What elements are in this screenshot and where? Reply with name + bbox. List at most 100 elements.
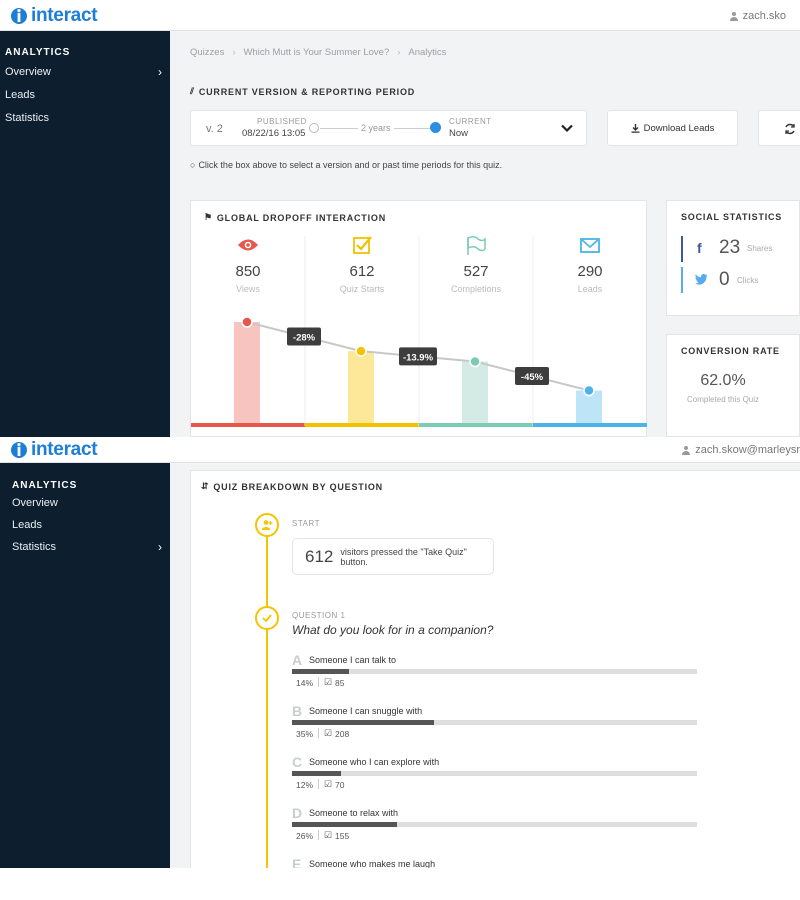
answer-row: D Someone to relax with 26% ☑ 155 bbox=[292, 805, 712, 851]
user-icon bbox=[682, 445, 691, 455]
stat-value: 850 bbox=[235, 263, 260, 280]
analytics-statistics-screenshot: interact zach.skow@marleysr ANALYTICS Ov… bbox=[0, 437, 800, 868]
chevron-down-icon[interactable] bbox=[561, 124, 573, 133]
answer-percent: 26% bbox=[296, 831, 314, 841]
quiz-breakdown-title: ⇵ QUIZ BREAKDOWN BY QUESTION bbox=[201, 481, 383, 492]
answer-letter: C bbox=[292, 754, 303, 770]
conversion-rate-title: CONVERSION RATE bbox=[681, 346, 780, 356]
eye-icon bbox=[238, 239, 258, 251]
answer-divider bbox=[318, 677, 319, 687]
start-label: START bbox=[292, 519, 320, 528]
twitter-icon bbox=[695, 274, 708, 285]
sidebar-item-leads[interactable]: Leads bbox=[12, 519, 42, 531]
answer-count: 70 bbox=[335, 780, 345, 790]
dropoff-badge bbox=[399, 347, 437, 366]
sidebar-item-label: Leads bbox=[12, 519, 42, 531]
published-label: PUBLISHED bbox=[257, 117, 307, 126]
sidebar-item-label: Overview bbox=[5, 66, 51, 78]
top-bar: interact zach.skow@marleysr bbox=[0, 437, 800, 463]
answer-text: Someone to relax with bbox=[309, 808, 399, 818]
start-count: 612 bbox=[305, 546, 334, 566]
answer-row: B Someone I can snuggle with 35% ☑ 208 bbox=[292, 703, 712, 749]
start-summary-box: 612 visitors pressed the "Take Quiz" but… bbox=[292, 538, 494, 575]
twitter-clicks-label: Clicks bbox=[737, 276, 759, 285]
sidebar-item-label: Statistics bbox=[12, 541, 57, 553]
answer-text: Someone who makes me laugh bbox=[309, 859, 436, 868]
breadcrumb-quizzes[interactable]: Quizzes bbox=[190, 47, 225, 58]
sidebar-item-statistics[interactable]: Statistics bbox=[5, 112, 49, 124]
stat-value: 612 bbox=[349, 263, 374, 280]
answer-letter: E bbox=[292, 856, 302, 868]
dropoff-point bbox=[355, 345, 367, 357]
sidebar: ANALYTICS Overview Leads Statistics › bbox=[0, 463, 170, 868]
version-selector[interactable]: v. 2 PUBLISHED 08/22/16 13:05 2 years CU… bbox=[190, 110, 587, 146]
user-menu[interactable]: zach.skow@marleysr bbox=[682, 444, 800, 456]
dropoff-percent: -28% bbox=[293, 333, 316, 344]
top-bar: interact zach.sko bbox=[0, 0, 800, 31]
stat-value: 527 bbox=[463, 263, 488, 280]
download-leads-button[interactable]: Download Leads bbox=[607, 110, 738, 146]
answer-letter: B bbox=[292, 703, 303, 719]
answer-bar-track bbox=[292, 669, 697, 674]
sidebar-heading: ANALYTICS bbox=[12, 480, 78, 491]
question-text: What do you look for in a companion? bbox=[292, 623, 494, 637]
username: zach.skow@marleysr bbox=[695, 444, 800, 456]
interact-logo[interactable]: interact bbox=[10, 5, 98, 27]
answer-count: 208 bbox=[335, 729, 350, 739]
dropoff-point bbox=[583, 384, 595, 397]
answer-bar-track bbox=[292, 771, 697, 776]
answer-divider bbox=[318, 830, 319, 840]
logo-mark-icon bbox=[11, 442, 27, 458]
logo-text: interact bbox=[31, 5, 98, 26]
sort-icon: ⇵ bbox=[201, 481, 210, 491]
answer-letter: D bbox=[292, 805, 303, 821]
sidebar-item-label: Leads bbox=[5, 89, 35, 101]
dropoff-badge bbox=[287, 327, 321, 346]
dropoff-card: ⚑ GLOBAL DROPOFF INTERACTION 850 Views 612… bbox=[190, 200, 647, 437]
dropoff-point bbox=[469, 355, 481, 368]
dropoff-bar bbox=[234, 322, 260, 426]
quiz-breakdown-card: ⇵ QUIZ BREAKDOWN BY QUESTION START 612 v… bbox=[190, 470, 800, 868]
sidebar-item-overview[interactable]: Overview bbox=[12, 497, 58, 509]
answer-bar-fill bbox=[292, 822, 398, 827]
sidebar-item-overview[interactable]: Overview › bbox=[5, 65, 170, 79]
timeline-line-left bbox=[320, 128, 358, 129]
social-stats-title: SOCIAL STATISTICS bbox=[681, 212, 783, 222]
bar-underline bbox=[533, 423, 647, 427]
sidebar-item-statistics[interactable]: Statistics › bbox=[12, 540, 170, 554]
check-square-icon: ☑ bbox=[324, 677, 333, 687]
stat-label: Views bbox=[236, 284, 260, 294]
logo-mark-icon bbox=[11, 8, 27, 24]
answer-percent: 12% bbox=[296, 780, 314, 790]
dropoff-percent: -45% bbox=[521, 372, 544, 383]
answer-percent: 14% bbox=[296, 678, 314, 688]
answer-row: E Someone who makes me laugh bbox=[292, 856, 712, 868]
user-menu[interactable]: zach.sko bbox=[729, 10, 786, 22]
sidebar: ANALYTICS Overview › Leads Statistics bbox=[0, 31, 170, 437]
answer-bar-track bbox=[292, 822, 697, 827]
dropoff-bar bbox=[576, 390, 602, 426]
dropoff-point bbox=[241, 316, 253, 328]
version-number: v. 2 bbox=[206, 123, 223, 135]
check-square-icon: ☑ bbox=[324, 830, 333, 840]
sidebar-item-leads[interactable]: Leads bbox=[5, 89, 35, 101]
breadcrumb-quiz[interactable]: Which Mutt is Your Summer Love? bbox=[243, 47, 390, 58]
answer-divider bbox=[318, 779, 319, 789]
published-date: 08/22/16 13:05 bbox=[242, 128, 306, 139]
conversion-rate-value: 62.0% bbox=[700, 372, 746, 389]
interact-logo[interactable]: interact bbox=[10, 439, 98, 461]
facebook-shares-label: Shares bbox=[747, 244, 773, 253]
social-stats-card: SOCIAL STATISTICS f 23 Shares 0 Clicks bbox=[666, 200, 800, 316]
flag-small-icon: ⚑ bbox=[204, 212, 213, 222]
breadcrumb-analytics: Analytics bbox=[408, 47, 447, 58]
sidebar-heading: ANALYTICS bbox=[5, 47, 71, 58]
bar-underline bbox=[305, 423, 419, 427]
sidebar-item-label: Statistics bbox=[5, 112, 50, 124]
sidebar-item-label: Overview bbox=[12, 497, 58, 509]
chevron-right-icon: › bbox=[158, 65, 162, 79]
version-hint: ○ Click the box above to select a versio… bbox=[190, 160, 503, 170]
refresh-button[interactable] bbox=[758, 110, 800, 146]
answer-count: 155 bbox=[335, 831, 350, 841]
facebook-accent bbox=[681, 236, 683, 262]
answer-row: A Someone I can talk to 14% ☑ 85 bbox=[292, 652, 712, 698]
